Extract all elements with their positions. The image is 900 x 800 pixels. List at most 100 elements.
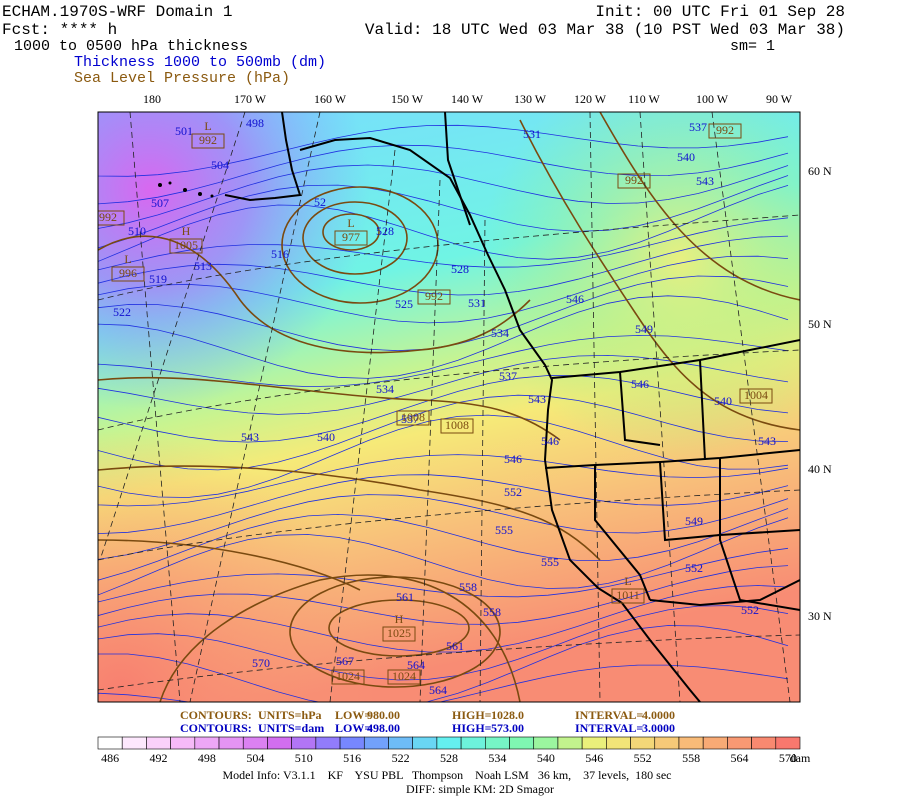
thickness-label: 522 (113, 305, 131, 319)
colorbar-label: 486 (101, 751, 119, 765)
thickness-label: 555 (541, 555, 559, 569)
colorbar-label: 564 (730, 751, 748, 765)
pressure-center: 1024 (387, 669, 421, 685)
pressure-contours (98, 112, 800, 702)
pressure-symbol: L (347, 216, 354, 230)
colorbar-box (581, 736, 607, 750)
thickness-label: 552 (504, 485, 522, 499)
colorbar-box (485, 736, 510, 750)
contour-info-high: 1028.0 (491, 708, 524, 722)
colorbar-box (315, 736, 341, 750)
thickness-label: 513 (194, 259, 212, 273)
pressure-symbol: L (624, 574, 631, 588)
thickness-label: 552 (685, 561, 703, 575)
thickness-label: 540 (677, 150, 695, 164)
pressure-box (111, 266, 145, 282)
colorbar-box (775, 736, 801, 750)
header: ECHAM.1970S-WRF Domain 1 Fcst: **** h In… (2, 3, 845, 87)
contour-info-high-label: HIGH= (452, 721, 492, 735)
thickness-labels: 501 498 504 507 510 513 516 519 522 52 528 528 531 52… (113, 116, 776, 697)
longitude-label: 110 W (628, 92, 660, 106)
thickness-contour (98, 605, 789, 681)
contour-info-high: 573.00 (491, 721, 524, 735)
thickness-label: 534 (376, 382, 394, 396)
pressure-box (396, 410, 430, 426)
thickness-label: 540 (317, 430, 335, 444)
pressure-box (334, 230, 368, 246)
graticule (98, 112, 800, 702)
pressure-box (611, 588, 645, 604)
pressure-value: 992 (425, 289, 443, 303)
contour-info-interval-label: INTERVAL= (575, 708, 643, 722)
colorbar-label: 558 (682, 751, 700, 765)
thickness-contour (98, 255, 789, 324)
thickness-label: 558 (483, 605, 501, 619)
thickness-label: 501 (175, 124, 193, 138)
pressure-center: 1008 (396, 410, 430, 426)
pressure-box (708, 123, 742, 139)
contour-info-low: 498.00 (367, 721, 400, 735)
pressure-center: 1008 (440, 418, 474, 434)
thickness-contour (98, 144, 789, 205)
colorbar-box (751, 736, 777, 750)
pressure-value: 992 (625, 173, 643, 187)
thickness-label: 510 (128, 224, 146, 238)
pressure-center: 992 (708, 123, 742, 139)
thickness-contour (98, 124, 789, 177)
thickness-contour (98, 295, 789, 379)
colorbar-unit: dam (790, 751, 811, 765)
pressure-value: 992 (99, 210, 117, 224)
thickness-label: 528 (451, 262, 469, 276)
colorbar-box (170, 736, 196, 750)
pressure-symbol: L (124, 252, 131, 266)
pressure-value: 1011 (616, 588, 640, 602)
contour-info: CONTOURS: UNITS=hPa LOW=980.00 HIGH= 1028.0 I… (180, 708, 675, 735)
thickness-label: 549 (685, 514, 703, 528)
colorbar-box (533, 736, 559, 750)
contour-info-high-label: HIGH= (452, 708, 492, 722)
pressure-symbol: H (182, 224, 191, 238)
pressure-value: 1008 (401, 410, 425, 424)
thickness-label: 546 (541, 434, 559, 448)
colorbar-box (267, 736, 292, 750)
thickness-label: 561 (446, 639, 464, 653)
latitude-label: 30 N (808, 609, 832, 623)
contour-info-low: 980.00 (367, 708, 400, 722)
pressure-box (331, 669, 365, 685)
pressure-value: 1004 (744, 388, 768, 402)
thickness-label: 531 (468, 296, 486, 310)
pressure-value: 1008 (445, 418, 469, 432)
colorbar-label: 528 (440, 751, 458, 765)
colorbar-box (339, 736, 365, 750)
pressure-centers: L992992H1005L996L97799299299210081008100… (98, 119, 773, 685)
thickness-label: 543 (528, 392, 546, 406)
colorbar-label: 510 (295, 751, 313, 765)
thickness-legend: Thickness 1000 to 500mb (dm) (74, 54, 326, 71)
colorbar-label: 534 (488, 751, 506, 765)
thickness-contour (98, 354, 789, 415)
thickness-contour (98, 185, 789, 262)
thickness-contour (98, 175, 789, 249)
thickness-contour (98, 164, 789, 229)
colorbar-label: 498 (198, 751, 216, 765)
thickness-contour (98, 547, 789, 603)
contour-info-low-label: LOW= (335, 708, 371, 722)
contour-info-units: UNITS=hPa (258, 708, 322, 722)
pressure-center: 1024 (331, 669, 365, 685)
longitude-label: 160 W (314, 92, 347, 106)
contour-info-interval: 3.0000 (642, 721, 675, 735)
longitude-label: 100 W (696, 92, 729, 106)
pressure-box (417, 289, 451, 305)
colorbar-box (388, 736, 413, 750)
colorbar-label: 522 (392, 751, 410, 765)
thickness-label: 543 (241, 430, 259, 444)
colorbar-box (194, 736, 220, 750)
pressure-box (169, 238, 203, 254)
pressure-value: 977 (342, 230, 360, 244)
colorbar-box (630, 736, 656, 750)
longitude-label: 150 W (391, 92, 424, 106)
thickness-label: 519 (149, 272, 167, 286)
pressure-symbol: L (204, 119, 211, 133)
latitude-label: 50 N (808, 317, 832, 331)
thickness-label: 546 (631, 377, 649, 391)
